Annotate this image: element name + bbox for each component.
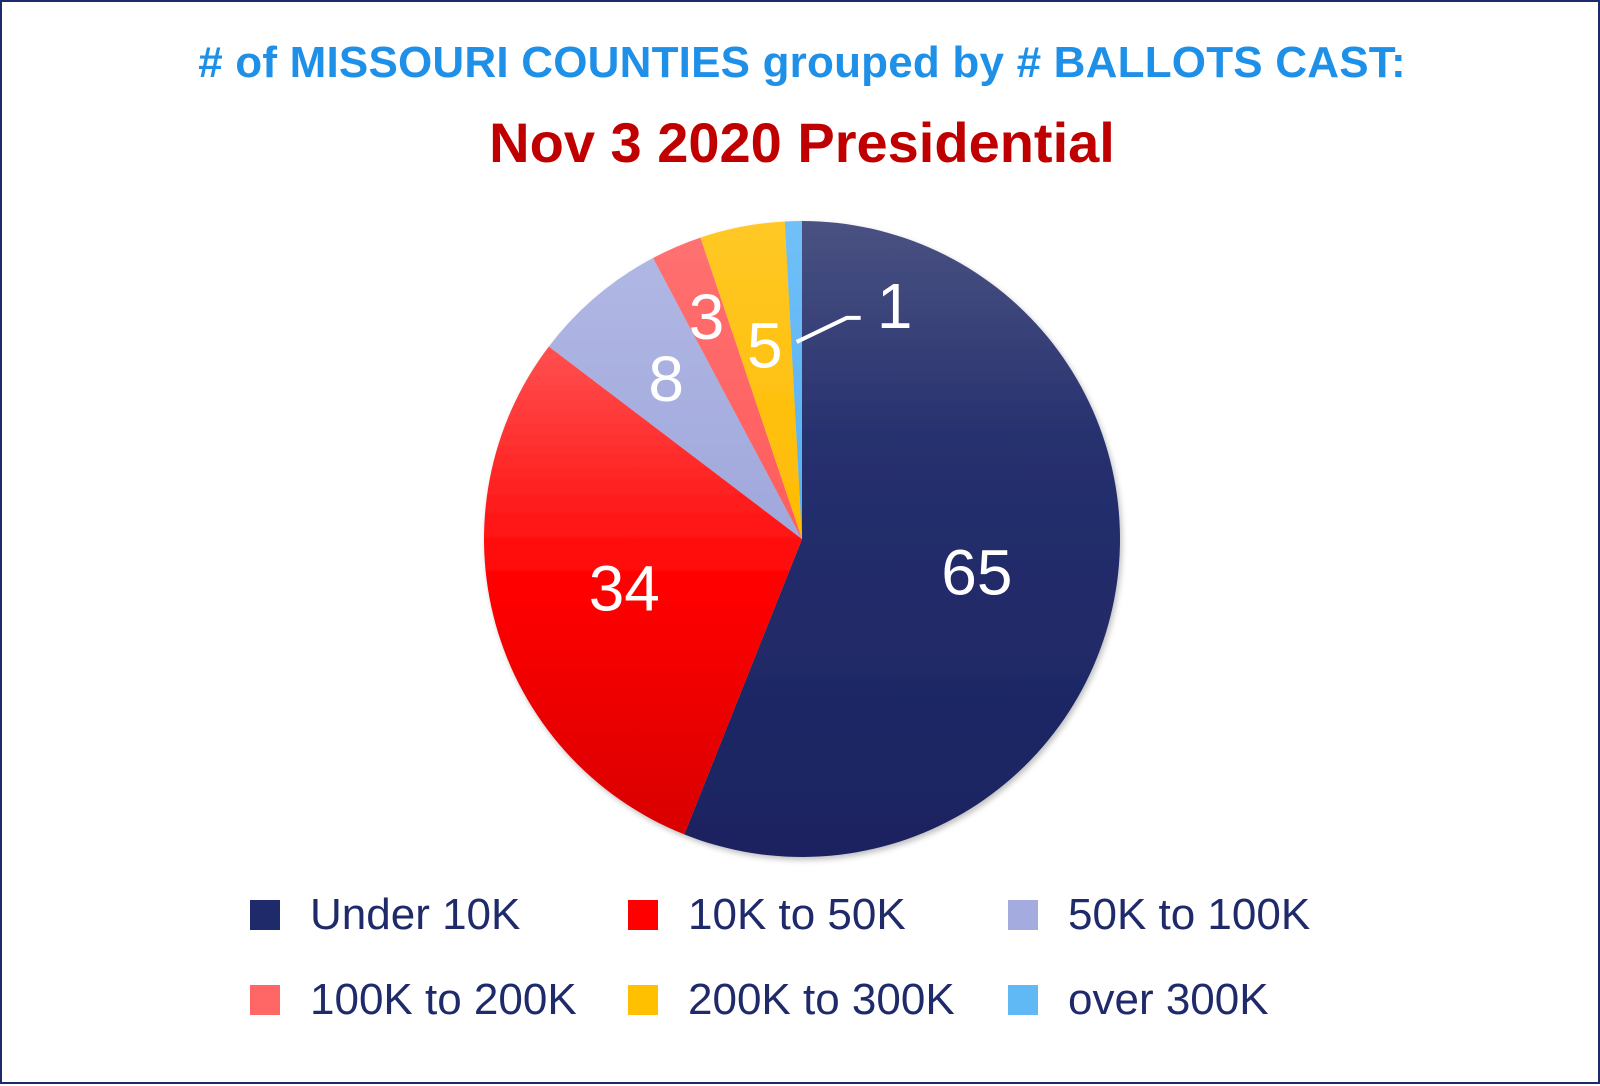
pie-slice-over-300k (784, 221, 802, 539)
legend-label: 100K to 200K (310, 975, 577, 1024)
pie-slice-under-10k (684, 221, 1120, 857)
legend-item-over-300k: over 300K (1008, 975, 1269, 1025)
legend-swatch (250, 900, 280, 930)
legend-label: over 300K (1068, 975, 1269, 1024)
legend-label: 200K to 300K (688, 975, 955, 1024)
chart-title: # of MISSOURI COUNTIES grouped by # BALL… (198, 38, 1406, 87)
data-label-50k-to-100k: 8 (648, 343, 684, 415)
legend-swatch (628, 985, 658, 1015)
legend-item-200k-to-300k: 200K to 300K (628, 975, 955, 1025)
legend-swatch (1008, 985, 1038, 1015)
pie-slice-50k-to-100k (548, 258, 802, 539)
data-label-200k-to-300k: 5 (747, 309, 783, 381)
pie-slice-10k-to-50k (483, 346, 802, 835)
legend-item-under-10k: Under 10K (250, 890, 520, 940)
leader-line-over-300k (795, 315, 861, 344)
legend-item-10k-to-50k: 10K to 50K (628, 890, 906, 940)
legend-swatch (250, 985, 280, 1015)
data-label-10k-to-50k: 34 (589, 552, 660, 624)
legend-item-50k-to-100k: 50K to 100K (1008, 890, 1310, 940)
legend-label: Under 10K (310, 890, 521, 939)
chart-subtitle: Nov 3 2020 Presidential (489, 111, 1115, 174)
data-label-over-300k: 1 (877, 270, 913, 342)
legend-swatch (1008, 900, 1038, 930)
legend-item-100k-to-200k: 100K to 200K (250, 975, 577, 1025)
legend-swatch (628, 900, 658, 930)
pie-slice-200k-to-300k (700, 221, 802, 539)
legend-label: 50K to 100K (1068, 890, 1311, 939)
pie-slice-100k-to-200k (653, 237, 802, 539)
data-label-under-10k: 65 (941, 537, 1012, 609)
legend-label: 10K to 50K (688, 890, 906, 939)
data-label-100k-to-200k: 3 (689, 281, 725, 353)
